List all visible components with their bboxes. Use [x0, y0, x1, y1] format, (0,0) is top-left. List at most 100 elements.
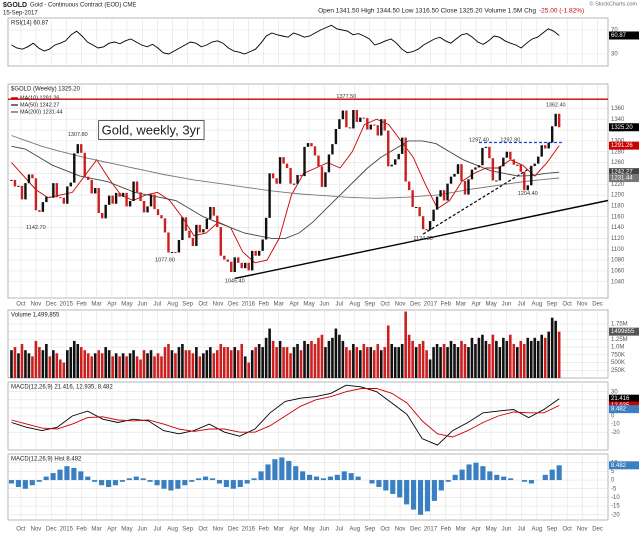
bar [233, 347, 237, 378]
x-tick-label: Oct [16, 302, 26, 308]
bar [261, 347, 264, 378]
bar [216, 350, 219, 378]
candle [394, 159, 397, 165]
bar [536, 340, 540, 378]
candle [327, 154, 331, 173]
bar [31, 356, 34, 378]
candle [414, 206, 418, 208]
value-tag-label: 1325.20 [611, 125, 633, 131]
bar [250, 350, 254, 378]
bar [93, 353, 97, 378]
bar [257, 344, 261, 378]
candle [87, 176, 90, 180]
panel-legend: RSI(14) 60.87 [11, 21, 49, 27]
y-tick-label: 1180 [611, 203, 625, 209]
bar [48, 356, 52, 378]
value-tag-label: 1291.26 [611, 143, 633, 149]
bar [161, 480, 167, 489]
candle [491, 158, 495, 181]
candle [418, 206, 421, 217]
x-tick-label: Aug [349, 302, 360, 308]
candle [467, 179, 470, 195]
bar [470, 337, 474, 378]
x-tick-label: 2015 [60, 527, 74, 533]
value-tag [609, 461, 639, 470]
x-tick-label: May [485, 302, 496, 308]
bar [72, 340, 76, 378]
bar [372, 350, 376, 378]
x-tick-label: Nov [395, 527, 406, 533]
candle [34, 178, 38, 211]
x-tick-label: Oct [16, 527, 26, 533]
indicator-line [11, 384, 560, 446]
y-tick-label: 500K [611, 360, 625, 366]
trendline [234, 199, 608, 280]
value-tag [609, 168, 639, 177]
bar [355, 476, 361, 481]
bar [79, 347, 83, 378]
value-tag-label: 60.87 [611, 33, 627, 39]
x-tick-label: May [121, 302, 132, 308]
candle [174, 251, 177, 253]
bar [278, 340, 282, 378]
candle [66, 186, 69, 204]
candle [428, 221, 432, 231]
bar [202, 353, 205, 378]
candle [488, 146, 491, 159]
logo: © StockCharts.com [590, 0, 638, 7]
bar [121, 353, 125, 378]
bar [69, 347, 73, 378]
legend-label: MA(50) 1242.27 [20, 102, 59, 108]
candle [104, 204, 107, 219]
bar [209, 478, 216, 481]
x-tick-label: Dec [592, 527, 603, 533]
bar [34, 340, 38, 378]
bar [543, 337, 547, 378]
bar [203, 476, 209, 481]
candle [160, 215, 163, 219]
bar [481, 334, 484, 378]
candle [128, 201, 132, 207]
price-label: 1124.30 [413, 236, 432, 242]
bar [189, 480, 195, 482]
candle [400, 137, 404, 154]
candle [223, 255, 226, 260]
candle [31, 174, 34, 179]
bar [439, 347, 442, 378]
x-tick-label: Apr [471, 302, 480, 308]
candle [544, 145, 547, 149]
candle [498, 166, 502, 181]
indicator-line [11, 140, 560, 239]
candle [226, 259, 229, 262]
candle [523, 171, 526, 191]
value-tag [609, 31, 639, 40]
candle [181, 217, 184, 241]
x-tick-label: Feb [441, 302, 452, 308]
bar [498, 347, 502, 378]
x-tick-label: Nov [213, 527, 224, 533]
value-tag [609, 327, 639, 336]
bar [78, 471, 84, 481]
candle [285, 163, 289, 168]
candle [324, 172, 327, 187]
x-tick-label: Dec [228, 302, 239, 308]
x-tick-label: Nov [395, 302, 406, 308]
price-label: 1077.90 [155, 258, 175, 264]
candle [540, 145, 543, 157]
candle [38, 210, 41, 212]
bar [112, 480, 119, 486]
candle [380, 119, 383, 136]
bar [264, 337, 268, 378]
x-tick-label: Sep [364, 527, 375, 533]
bar [285, 347, 289, 378]
bar [459, 469, 465, 481]
x-tick-label: Aug [531, 527, 542, 533]
x-tick-label: Jul [518, 527, 526, 533]
bar [324, 347, 327, 378]
bar [310, 340, 313, 378]
bar [456, 347, 460, 378]
bar [243, 356, 247, 378]
bar [334, 474, 340, 481]
